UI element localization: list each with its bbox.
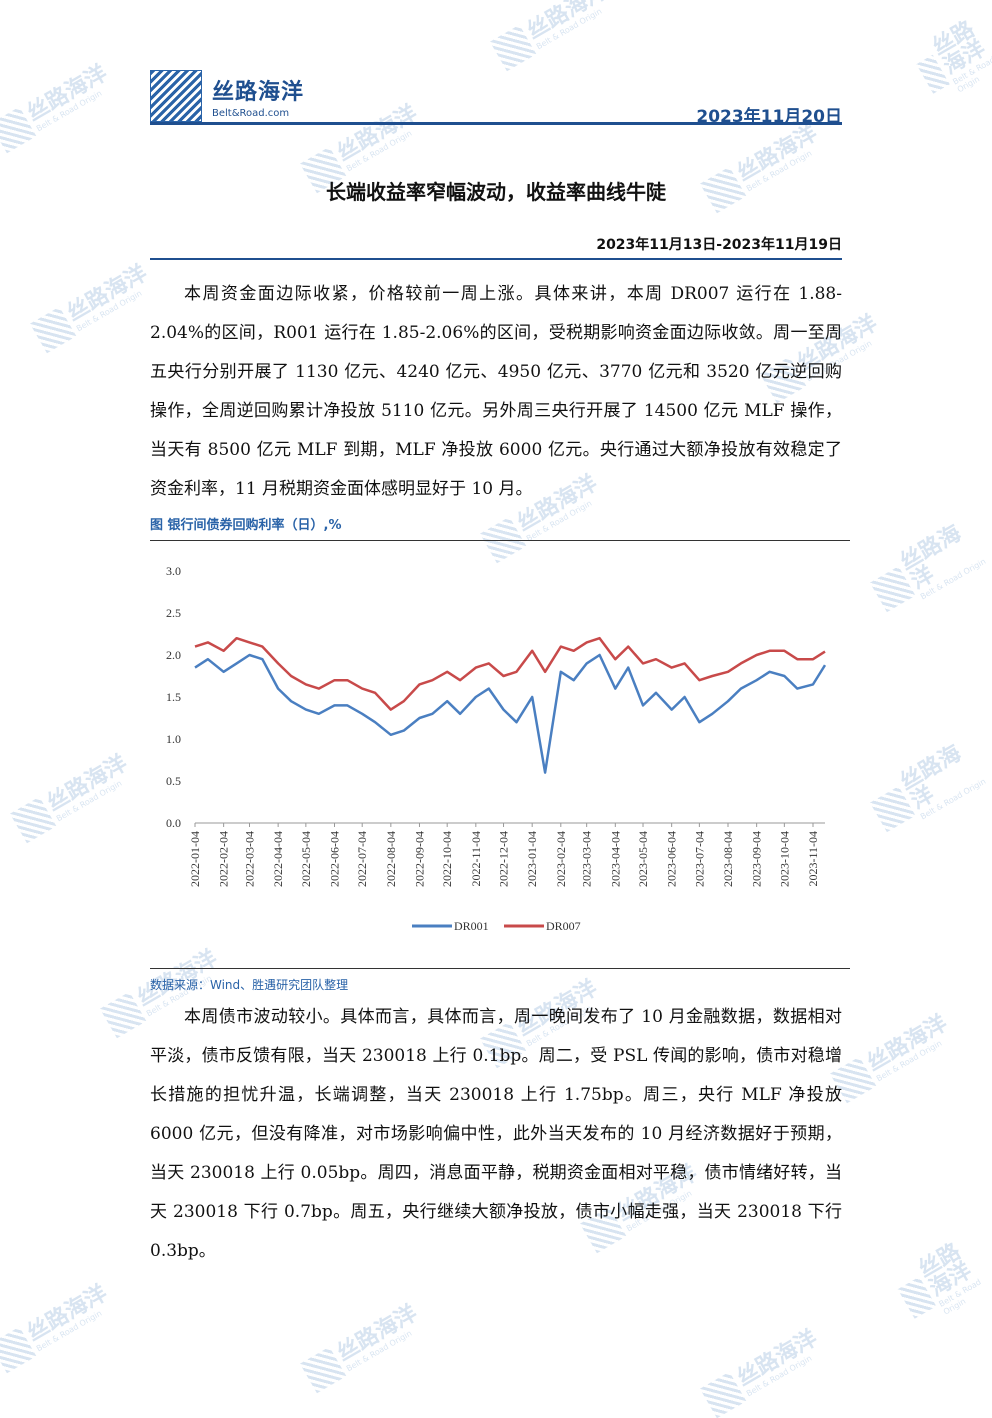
watermark: 丝路海洋 Belt & Road Origin — [865, 733, 992, 840]
watermark: 丝路海洋 Belt & Road Origin — [891, 1231, 992, 1331]
y-tick-label: 0.5 — [166, 774, 181, 788]
watermark: 丝路海洋 Belt & Road Origin — [829, 1010, 956, 1104]
watermark: 丝路海洋 Belt & Road Origin — [0, 60, 116, 154]
watermark: 丝路海洋 Belt & Road Origin — [489, 0, 616, 72]
x-tick-label: 2022-06-04 — [327, 831, 341, 887]
watermark: 丝路海洋 Belt & Road Origin — [9, 750, 136, 844]
x-tick-label: 2022-01-04 — [188, 831, 202, 887]
logo-mark-icon — [150, 70, 202, 122]
repo-rate-line-chart: 0.0 0.5 1.0 1.5 2.0 2.5 3.0 2022-01-04 2022-02-… — [166, 564, 827, 933]
chart-legend: DR001 DR007 — [412, 919, 581, 933]
legend-label: DR001 — [454, 919, 489, 933]
header-divider — [150, 122, 842, 125]
y-tick-label: 1.0 — [166, 732, 181, 746]
figure-source: 数据来源：Wind、胜遇研究团队整理 — [150, 978, 349, 992]
x-tick-label: 2023-03-04 — [580, 831, 594, 887]
figure-title: 图 银行间债券回购利率（日）,% — [150, 518, 342, 533]
x-tick-label: 2022-12-04 — [497, 831, 511, 887]
watermark: 丝路海洋 Belt & Road Origin — [909, 16, 992, 106]
page-title: 长端收益率窄幅波动，收益率曲线牛陡 — [326, 180, 666, 204]
x-axis: 2022-01-04 2022-02-04 2022-03-04 2022-04-04… — [188, 822, 825, 887]
x-tick-label: 2022-02-04 — [217, 831, 231, 887]
x-tick-label: 2023-05-04 — [636, 831, 650, 887]
x-tick-label: 2022-05-04 — [299, 831, 313, 887]
report-period: 2023年11月13日-2023年11月19日 — [596, 237, 842, 253]
logo-domain: Belt&Road.com — [212, 107, 290, 119]
x-tick-label: 2023-11-04 — [806, 831, 820, 887]
y-tick-label: 1.5 — [166, 690, 181, 704]
paragraph-bond-market: 本周债市波动较小。具体而言，具体而言，周一晚间发布了 10 月金融数据，数据相对… — [150, 1007, 842, 1261]
x-tick-label: 2022-09-04 — [412, 831, 426, 887]
x-tick-label: 2023-02-04 — [554, 831, 568, 887]
y-tick-label: 3.0 — [166, 564, 181, 578]
y-tick-label: 0.0 — [166, 816, 181, 830]
x-tick-label: 2023-10-04 — [777, 831, 791, 887]
x-tick-label: 2023-04-04 — [608, 831, 622, 887]
watermark: 丝路海洋 Belt & Road Origin — [299, 1300, 426, 1394]
x-tick-label: 2023-08-04 — [721, 831, 735, 887]
chart-series — [194, 636, 827, 774]
x-tick-label: 2022-03-04 — [243, 831, 257, 887]
x-tick-label: 2022-04-04 — [271, 831, 285, 887]
x-tick-label: 2022-11-04 — [469, 831, 483, 887]
y-tick-label: 2.5 — [166, 606, 181, 620]
x-tick-label: 2023-06-04 — [665, 831, 679, 887]
watermark: 丝路海洋 Belt & Road Origin — [0, 1280, 116, 1374]
logo-name: 丝路海洋 — [212, 79, 305, 105]
x-tick-label: 2023-01-04 — [525, 831, 539, 887]
series-line-dr001 — [194, 653, 827, 774]
y-tick-label: 2.0 — [166, 648, 181, 662]
figure-bottom-rule — [150, 968, 850, 969]
x-tick-label: 2022-08-04 — [384, 831, 398, 887]
watermark: 丝路海洋 Belt & Road Origin — [29, 260, 156, 354]
figure-top-rule — [150, 540, 850, 541]
watermark: 丝路海洋 Belt & Road Origin — [699, 1325, 826, 1418]
x-tick-label: 2022-07-04 — [355, 831, 369, 887]
x-tick-label: 2022-10-04 — [440, 831, 454, 887]
paragraph-liquidity: 本周资金面边际收紧，价格较前一周上涨。具体来讲，本周 DR007 运行在 1.8… — [150, 284, 842, 499]
page-header: 丝路海洋 Belt&Road.com 2023年11月20日 — [150, 70, 842, 127]
legend-label: DR007 — [546, 919, 581, 933]
logo: 丝路海洋 Belt&Road.com — [150, 70, 304, 122]
watermark: 丝路海洋 Belt & Road Origin — [865, 513, 992, 620]
x-tick-label: 2023-07-04 — [692, 831, 706, 887]
period-divider — [150, 258, 842, 260]
series-line-dr007 — [194, 636, 826, 711]
y-axis: 0.0 0.5 1.0 1.5 2.0 2.5 3.0 — [166, 564, 181, 830]
x-tick-label: 2023-09-04 — [750, 831, 764, 887]
